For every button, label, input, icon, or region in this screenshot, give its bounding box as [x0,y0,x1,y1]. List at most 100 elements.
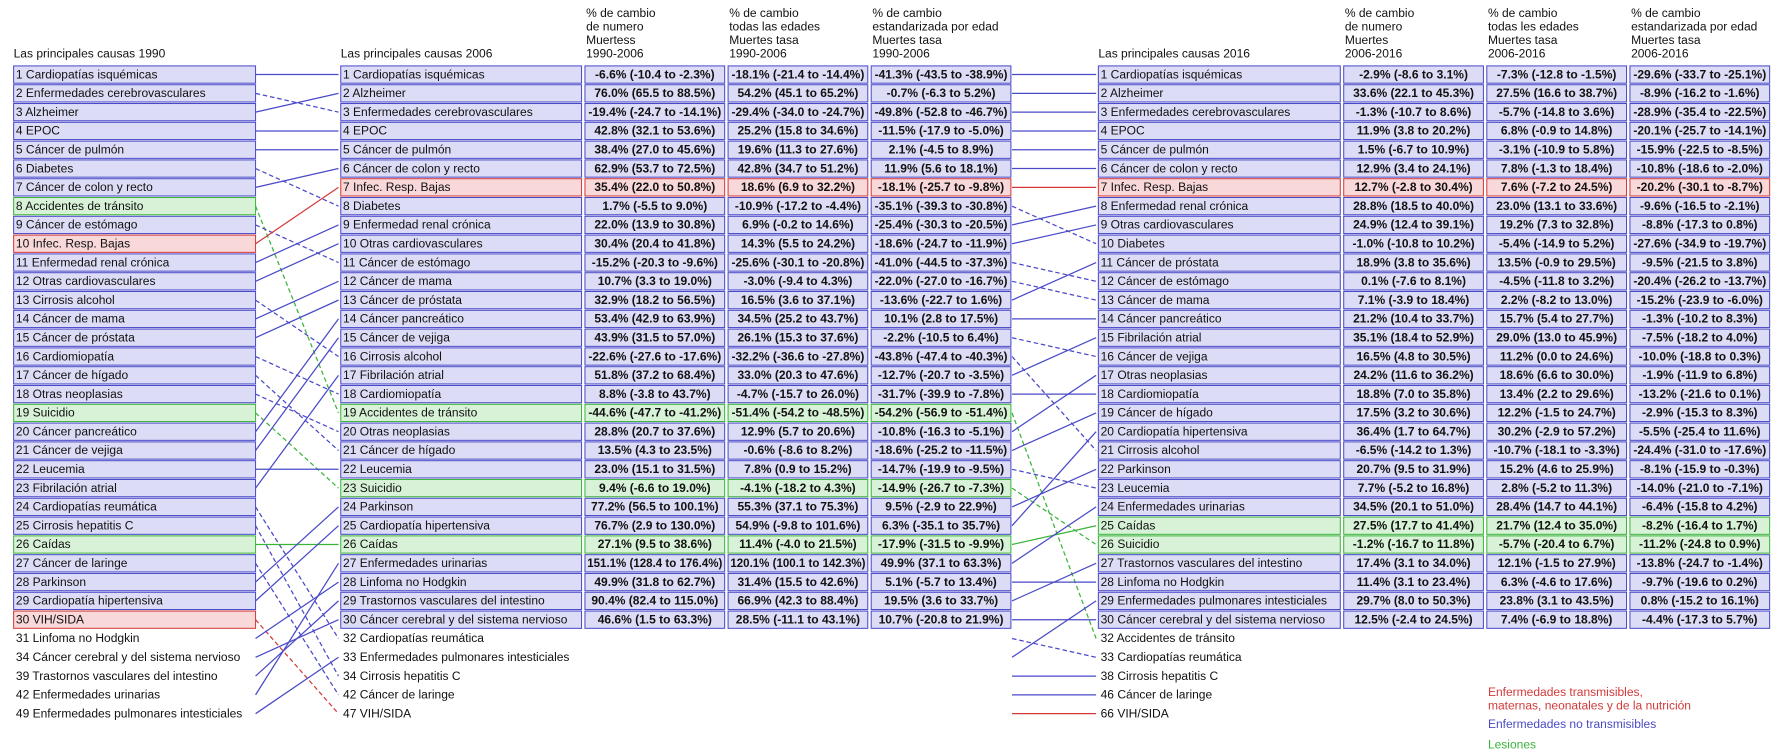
cause-label: 26 Caídas [16,537,71,551]
value-cell [584,215,726,235]
value-text: -9.5% (-21.5 to 3.8%) [1642,255,1758,269]
legend-label: Lesiones [1488,737,1536,751]
value-text: 6.3% (-4.6 to 17.6%) [1501,575,1613,589]
value-cell [1343,121,1484,141]
cause-label: 27 Trastornos vasculares del intestino [1101,556,1303,570]
value-text: 2.1% (-4.5 to 8.9%) [889,142,994,156]
value-text: 76.0% (65.5 to 88.5%) [594,86,715,100]
value-cell [584,460,726,479]
rank-box [1097,535,1341,554]
rank-box [13,497,257,517]
value-cell [1343,328,1484,347]
value-text: 31.4% (15.5 to 42.6%) [737,575,858,589]
value-text: -14.9% (-26.7 to -7.3%) [878,481,1004,495]
value-cell [727,121,869,141]
rank-connector [255,656,339,715]
value-text: 18.9% (3.8 to 35.6%) [1356,255,1470,269]
value-cell [1486,328,1628,347]
value-text: -6.4% (-15.8 to 4.2%) [1642,500,1758,514]
cause-label: 24 Cardiopatías reumática [16,500,157,514]
value-text: 18.6% (6.6 to 30.0%) [1500,368,1614,382]
value-text: -29.4% (-34.0 to -24.7%) [731,105,864,119]
cause-label: 13 Cáncer de mama [1101,293,1210,307]
legend-label: maternas, neonatales y de la nutrición [1488,699,1691,713]
value-cell [870,384,1012,404]
rank-box [13,478,257,498]
value-text: -11.2% (-24.8 to 0.9%) [1639,537,1761,551]
value-cell [1343,403,1484,423]
rank-connector [1011,337,1097,358]
rank-connector [255,299,339,339]
rank-box [13,572,257,592]
value-text: 19.6% (11.3 to 27.6%) [738,142,858,156]
cause-label: 9 Otras cardiovasculares [1101,218,1234,232]
rank-box [1097,159,1341,178]
value-cell [870,572,1012,592]
value-cell [727,159,869,178]
cause-label: 14 Cáncer pancreático [343,312,464,326]
rank-box [1097,84,1341,103]
rank-box [1097,441,1341,460]
rank-box [1097,103,1341,122]
value-cell [1629,103,1771,122]
value-text: 19.2% (7.3 to 32.8%) [1500,218,1614,232]
value-cell [1343,272,1484,291]
rank-box [13,554,257,573]
value-cell [727,572,869,592]
rank-box [340,554,583,573]
value-text: 54.2% (45.1 to 65.2%) [737,86,858,100]
value-text: 10.7% (-20.8 to 21.9%) [879,612,1004,626]
value-text: 12.2% (-1.5 to 24.7%) [1498,406,1616,420]
rank-connector [255,393,339,433]
cause-label: 3 Enfermedades cerebrovasculares [343,105,533,119]
cause-label: 18 Cardiomiopatía [1101,387,1200,401]
value-text: -1.9% (-11.9 to 6.8%) [1642,368,1757,382]
value-cell [1629,234,1771,253]
cause-label: 46 Cáncer de laringe [1101,688,1213,702]
value-cell [727,65,869,84]
rank-connector [255,506,340,639]
rank-box [13,272,257,291]
value-text: 7.1% (-3.9 to 18.4%) [1358,293,1470,307]
rank-box [340,196,583,216]
value-cell [1629,554,1771,573]
list-title: Las principales causas 1990 [14,47,166,61]
value-cell [1486,422,1628,441]
value-cell [1629,159,1771,178]
column-header: de numero [586,19,644,33]
cause-label: 5 Cáncer de pulmón [16,142,124,156]
value-text: 120.1% (100.1 to 142.3%) [730,556,865,570]
connector-layer [254,73,1097,715]
rank-connector [1011,337,1097,376]
column-header: Muertes tasa [1631,33,1701,47]
rank-box [13,591,257,611]
value-cell [584,591,726,611]
value-text: -18.6% (-24.7 to -11.9%) [875,236,1007,250]
cause-label: 11 Enfermedad renal crónica [16,255,170,269]
value-cell [1343,516,1484,535]
value-cell [1486,591,1628,611]
cause-label: 24 Enfermedades urinarias [1101,500,1245,514]
value-text: 42.8% (32.1 to 53.6%) [594,124,715,138]
value-cell [1486,159,1628,178]
cause-label: 23 Fibrilación atrial [16,481,117,495]
value-cell [1629,366,1771,385]
value-cell [584,253,726,272]
rank-connector [255,525,340,677]
cause-label: 27 Cáncer de laringe [16,556,128,570]
value-text: 26.1% (15.3 to 37.6%) [737,330,858,344]
cause-label: 24 Parkinson [343,500,413,514]
value-text: -4.1% (-18.2 to 4.3%) [740,481,856,495]
value-text: 23.0% (13.1 to 33.6%) [1496,199,1617,213]
value-cell [870,234,1012,253]
value-text: 77.2% (56.5 to 100.1%) [591,500,719,514]
rank-box [13,159,257,178]
rank-box [1097,215,1341,235]
value-cell [1343,103,1484,122]
value-cell [1343,554,1484,573]
column-header: 2006-2016 [1488,47,1546,61]
value-text: 76.7% (2.9 to 130.0%) [594,518,715,532]
rank-box [340,347,583,366]
value-cell [584,497,726,517]
value-cell [870,441,1012,460]
